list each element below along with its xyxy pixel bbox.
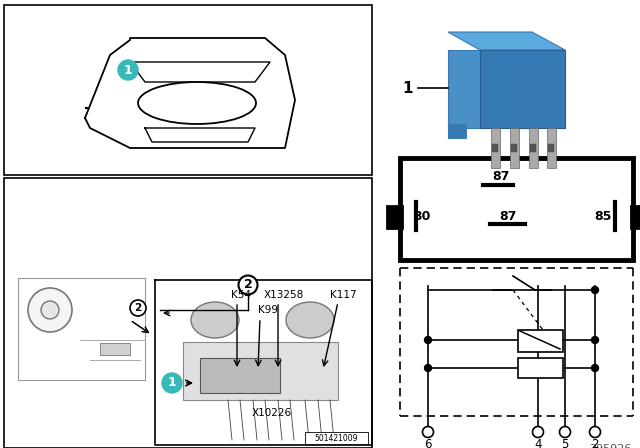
Text: 5: 5 <box>561 438 569 448</box>
Circle shape <box>424 336 431 344</box>
Polygon shape <box>547 128 556 168</box>
Text: K54: K54 <box>231 290 251 300</box>
Ellipse shape <box>138 82 256 124</box>
Bar <box>100 343 130 355</box>
Bar <box>400 158 633 260</box>
Bar <box>4 5 372 175</box>
Bar <box>511 144 517 152</box>
Bar <box>4 178 372 448</box>
Text: X10226: X10226 <box>252 408 292 418</box>
Text: 2: 2 <box>244 279 252 292</box>
Circle shape <box>591 287 598 293</box>
Ellipse shape <box>286 302 334 338</box>
Circle shape <box>591 365 598 371</box>
Polygon shape <box>480 50 565 128</box>
Polygon shape <box>448 50 480 128</box>
Text: 501421009: 501421009 <box>314 434 358 443</box>
Circle shape <box>589 426 600 438</box>
Bar <box>305 432 368 444</box>
Text: 6: 6 <box>424 438 432 448</box>
Circle shape <box>130 300 146 316</box>
Ellipse shape <box>191 302 239 338</box>
Polygon shape <box>529 128 538 168</box>
Text: X13258: X13258 <box>264 290 304 300</box>
Circle shape <box>41 301 59 319</box>
Bar <box>492 144 498 152</box>
Text: 2: 2 <box>134 303 141 313</box>
Polygon shape <box>448 32 565 50</box>
Text: K99: K99 <box>258 305 278 315</box>
Circle shape <box>118 60 138 80</box>
Circle shape <box>162 373 182 393</box>
Circle shape <box>239 276 257 294</box>
Bar <box>548 144 554 152</box>
Text: 395926: 395926 <box>589 444 632 448</box>
Circle shape <box>591 336 598 344</box>
Text: 85: 85 <box>595 210 612 223</box>
Circle shape <box>422 426 433 438</box>
Bar <box>200 358 280 393</box>
Bar <box>530 144 536 152</box>
Text: 87: 87 <box>499 210 516 223</box>
Circle shape <box>559 426 570 438</box>
Polygon shape <box>491 128 500 168</box>
Bar <box>448 124 466 138</box>
Text: 2: 2 <box>591 438 599 448</box>
Bar <box>631 206 640 228</box>
Bar <box>387 206 402 228</box>
Text: 1: 1 <box>403 81 413 95</box>
Bar <box>518 330 563 352</box>
Text: 30: 30 <box>413 210 431 223</box>
Bar <box>183 342 338 400</box>
Text: 87: 87 <box>492 169 509 182</box>
Circle shape <box>424 365 431 371</box>
Text: 1: 1 <box>124 64 132 77</box>
Text: 1: 1 <box>168 376 177 389</box>
Text: K117: K117 <box>330 290 356 300</box>
Circle shape <box>28 288 72 332</box>
Bar <box>518 358 563 378</box>
Text: 4: 4 <box>534 438 541 448</box>
Polygon shape <box>510 128 519 168</box>
Circle shape <box>532 426 543 438</box>
